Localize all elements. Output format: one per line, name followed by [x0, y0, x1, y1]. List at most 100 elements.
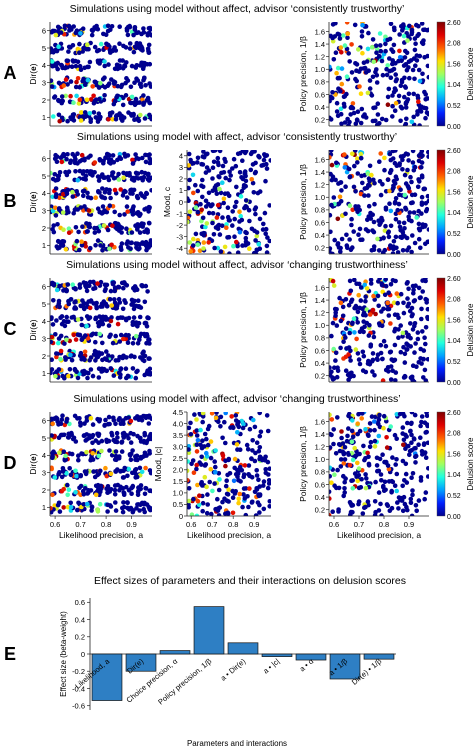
colorbar-tick-label: 0.52	[447, 359, 461, 366]
y-tick-label: -0.6	[72, 701, 85, 710]
bar	[125, 653, 157, 672]
x-tick-label: 0.6	[50, 520, 60, 529]
y-tick-label: 0.6	[75, 598, 85, 607]
colorbar-label: Delusion score	[466, 47, 474, 100]
panel-letter: D	[4, 453, 17, 473]
y-tick-label: -3	[176, 232, 183, 241]
y-tick-label: 1	[42, 369, 46, 378]
colorbar-tick-label: 2.08	[447, 169, 461, 176]
chart-title: Effect sizes of parameters and their int…	[94, 575, 406, 587]
y-tick-label: 4.0	[173, 419, 183, 428]
y-tick-label: 0	[179, 512, 183, 521]
y-tick-label: 2.5	[173, 454, 183, 463]
y-tick-label: 0.4	[315, 359, 325, 368]
panel-letter: B	[4, 191, 17, 211]
y-tick-label: 5	[42, 172, 46, 181]
bar	[295, 653, 327, 661]
scatter-plot-policy: 0.2 0.4 0.6 0.8 1.0 1.2 1.4 1.6 Policy precision…	[298, 278, 429, 383]
x-tick-label: 0.7	[207, 520, 217, 529]
y-tick-label: 1.6	[315, 283, 325, 292]
colorbar-label: Delusion score	[466, 437, 474, 490]
y-axis-label: Mood, c	[162, 186, 172, 217]
y-tick-label: 0.8	[315, 468, 325, 477]
y-tick-label: 6	[42, 26, 46, 35]
y-tick-label: 6	[42, 154, 46, 163]
y-tick-label: 2	[42, 352, 46, 361]
y-axis-label: Mood, |c|	[153, 447, 163, 482]
scatter-dots	[50, 279, 152, 381]
scatter-dots	[187, 150, 271, 254]
x-tick-label: 0.9	[126, 520, 136, 529]
bar	[329, 653, 361, 680]
y-tick-label: -2	[176, 221, 183, 230]
colorbar-tick-label: 0.00	[447, 380, 461, 387]
y-tick-label: 0.4	[315, 103, 325, 112]
scatter-plot-dir: 1 2 3 4 5 6 Dir(e)	[28, 22, 152, 127]
x-tick-label: 0.9	[249, 520, 259, 529]
y-tick-label: 1.2	[315, 442, 325, 451]
y-tick-label: 6	[42, 282, 46, 291]
bar	[159, 650, 191, 655]
y-tick-label: 0.2	[315, 505, 325, 514]
scatter-plot-policy: 0.2 0.4 0.6 0.8 1.0 1.2 1.4 1.6 Policy precision…	[298, 412, 429, 540]
y-tick-label: -4	[176, 244, 183, 253]
x-tick-label: 0.7	[75, 520, 85, 529]
scatter-plot-mood: -4 -3 -2 -1 0 1 2 3 4 Mood, c	[162, 150, 271, 255]
x-tick-label: 0.9	[404, 520, 414, 529]
y-tick-label: 0.4	[315, 231, 325, 240]
y-axis-label: Effect size (beta-weight)	[59, 611, 68, 697]
y-tick-label: 0.6	[315, 480, 325, 489]
scatter-plot-policy: 0.2 0.4 0.6 0.8 1.0 1.2 1.4 1.6 Policy precision…	[298, 22, 429, 127]
y-tick-label: 1.6	[315, 27, 325, 36]
x-tick-label: a • Dir(e)	[219, 656, 248, 682]
y-tick-label: 1.5	[173, 477, 183, 486]
colorbar-tick-label: 1.56	[447, 451, 461, 458]
colorbar-tick-label: 2.60	[447, 148, 461, 155]
bar	[261, 653, 293, 657]
y-tick-label: 3	[179, 163, 183, 172]
scatter-plot-policy: 0.2 0.4 0.6 0.8 1.0 1.2 1.4 1.6 Policy precision…	[298, 150, 429, 255]
x-tick-label: a • |c|	[261, 657, 281, 676]
y-tick-label: 1.0	[173, 489, 183, 498]
y-tick-label: 0.2	[315, 115, 325, 124]
colorbar-tick-label: 2.08	[447, 297, 461, 304]
y-tick-label: 0	[81, 650, 85, 659]
scatter-dots	[329, 412, 429, 516]
y-tick-label: 3	[42, 78, 46, 87]
colorbar	[436, 149, 446, 255]
bar	[227, 642, 259, 655]
y-tick-label: 1.0	[315, 455, 325, 464]
scatter-dots	[187, 412, 271, 516]
colorbar-tick-label: 0.00	[447, 514, 461, 521]
y-tick-label: 1.0	[315, 193, 325, 202]
colorbar-tick-label: 1.04	[447, 472, 461, 479]
x-axis-label: Likelihood precision, a	[337, 530, 421, 540]
y-tick-label: 0.2	[315, 243, 325, 252]
y-tick-label: 2	[179, 175, 183, 184]
y-tick-label: 3.5	[173, 431, 183, 440]
x-tick-label: 0.8	[101, 520, 111, 529]
y-tick-label: 2	[42, 486, 46, 495]
y-tick-label: -0.2	[72, 667, 85, 676]
y-tick-label: -0.4	[72, 684, 85, 693]
y-tick-label: 0.8	[315, 78, 325, 87]
y-tick-label: 6	[42, 416, 46, 425]
colorbar-tick-label: 2.60	[447, 276, 461, 283]
y-tick-label: 0.8	[315, 206, 325, 215]
y-tick-label: 5	[42, 300, 46, 309]
y-axis-label: Policy precision, 1/β	[298, 292, 308, 368]
scatter-dots	[50, 413, 152, 515]
y-tick-label: 1.4	[315, 296, 325, 305]
bar	[91, 653, 123, 701]
y-tick-label: 0.2	[75, 633, 85, 642]
bar	[363, 653, 395, 660]
colorbar-tick-label: 2.08	[447, 41, 461, 48]
y-tick-label: 1.2	[315, 180, 325, 189]
y-axis-label: Policy precision, 1/β	[298, 36, 308, 112]
y-tick-label: 0.4	[75, 615, 85, 624]
panel-title: Simulations using model with affect, adv…	[73, 393, 400, 405]
x-tick-label: 0.8	[228, 520, 238, 529]
y-tick-label: 4.5	[173, 408, 183, 417]
